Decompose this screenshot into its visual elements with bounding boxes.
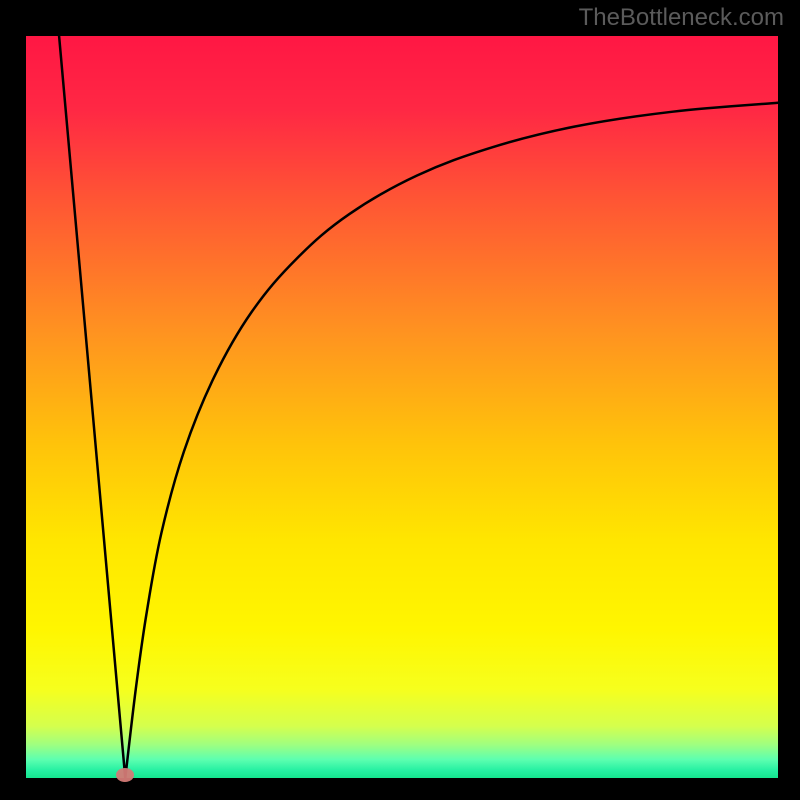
bottleneck-curve: [59, 36, 778, 778]
curve-svg: [0, 0, 800, 800]
optimal-marker: [116, 768, 134, 782]
chart-container: TheBottleneck.com: [0, 0, 800, 800]
watermark-text: TheBottleneck.com: [579, 4, 784, 32]
